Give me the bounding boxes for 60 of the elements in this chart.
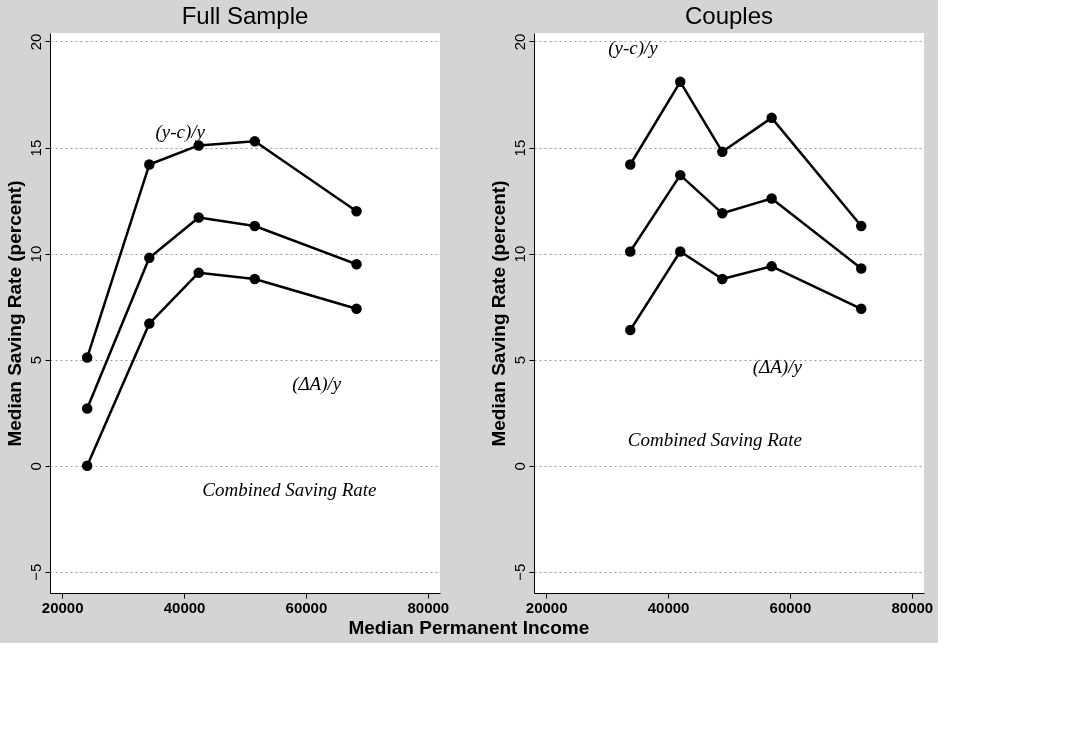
annotation: Combined Saving Rate	[627, 428, 802, 450]
point	[144, 318, 155, 329]
y-tick-label: 5	[510, 355, 528, 365]
point	[249, 220, 260, 232]
point	[351, 205, 362, 217]
point	[81, 403, 93, 414]
point	[625, 324, 636, 336]
y-tick-label: 0	[26, 462, 44, 471]
x-tick-label: 80000	[891, 598, 934, 616]
point	[625, 159, 636, 170]
y-tick-label: 5	[26, 355, 44, 365]
x-tick-label: 60000	[769, 598, 812, 616]
point	[625, 246, 636, 257]
chart-title: Full Sample	[181, 2, 309, 29]
point	[351, 303, 362, 314]
point	[717, 208, 728, 219]
y-tick-label: 20	[510, 33, 528, 51]
x-axis-title: Median Permanent Income	[348, 617, 590, 638]
annotation: (ΔA)/y	[292, 372, 342, 395]
x-tick-label: 60000	[285, 598, 328, 616]
x-tick-label: 80000	[407, 598, 450, 616]
y-tick-label: −5	[510, 563, 528, 581]
point	[81, 352, 93, 363]
annotation: (y-c)/y	[608, 36, 659, 59]
chart-title: Couples	[684, 2, 774, 29]
annotation: (ΔA)/y	[752, 355, 803, 378]
point	[717, 146, 728, 158]
point	[855, 303, 867, 314]
point	[351, 258, 362, 270]
y-tick-label: 10	[510, 245, 528, 263]
point	[249, 273, 260, 285]
point	[855, 220, 867, 232]
y-tick-label: 10	[26, 245, 44, 263]
y-tick-label: 0	[510, 462, 528, 471]
point	[766, 261, 777, 272]
point	[249, 135, 260, 147]
point	[144, 252, 155, 264]
y-axis-title: Median Saving Rate (percent)	[3, 180, 25, 447]
point	[675, 169, 686, 181]
x-tick-label: 40000	[647, 598, 690, 616]
point	[193, 212, 204, 223]
point	[675, 246, 686, 257]
y-tick-label: 15	[510, 139, 528, 157]
annotation: Combined Saving Rate	[202, 479, 377, 500]
point	[855, 263, 867, 274]
x-tick-label: 20000	[41, 598, 84, 616]
point	[766, 193, 777, 204]
point	[766, 112, 777, 124]
x-tick-label: 20000	[525, 598, 568, 616]
annotation: (y-c)/y	[155, 120, 206, 143]
point	[81, 460, 93, 471]
point	[193, 267, 204, 278]
y-tick-label: 20	[26, 33, 44, 51]
y-tick-label: −5	[26, 563, 44, 581]
point	[144, 159, 155, 170]
y-axis-title: Median Saving Rate (percent)	[487, 180, 509, 447]
x-tick-label: 40000	[163, 598, 206, 616]
y-tick-label: 15	[26, 139, 44, 157]
point	[675, 76, 686, 88]
point	[717, 273, 728, 285]
